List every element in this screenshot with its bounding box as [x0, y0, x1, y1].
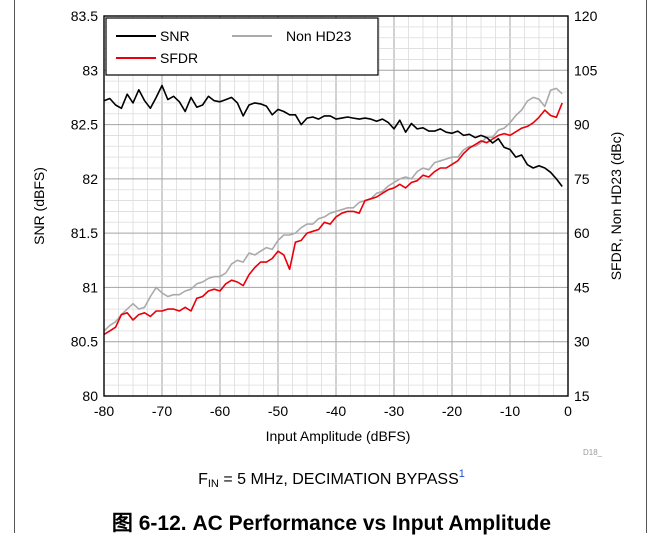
y-tick-label: 80 [82, 388, 98, 404]
tick-labels: -80 -70 -60 -50 -40 -30 -20 -10 0 83.5 83 82.5 82 81.… [71, 8, 598, 419]
y2-tick-label: 45 [574, 279, 590, 295]
plot-frame [103, 15, 569, 397]
chart: -80 -70 -60 -50 -40 -30 -20 -10 0 83.5 83 82.5 82 81.… [31, 8, 624, 457]
y2-tick-label: 30 [574, 334, 590, 350]
y-axis-label: SNR (dBFS) [31, 167, 47, 245]
footnote-link[interactable]: 1 [458, 468, 465, 480]
y-tick-label: 83.5 [71, 8, 98, 24]
legend-label-non-hd23: Non HD23 [286, 28, 352, 44]
chart-tag: D18_ [583, 448, 603, 457]
series-line-snr [103, 84, 563, 187]
y-tick-label: 81 [82, 279, 98, 295]
y2-axis-label: SFDR, Non HD23 (dBc) [608, 132, 624, 281]
figure-frame [14, 0, 647, 533]
y-tick-label: 81.5 [71, 225, 98, 241]
y2-tick-label: 15 [574, 388, 590, 404]
x-tick-label: -20 [442, 403, 462, 419]
x-tick-label: -30 [384, 403, 404, 419]
y2-tick-label: 105 [574, 62, 598, 78]
y2-tick-label: 60 [574, 225, 590, 241]
series-line-sfdr [103, 102, 563, 336]
x-tick-label: -80 [94, 403, 114, 419]
y-tick-label: 83 [82, 62, 98, 78]
test-condition: FIN = 5 MHz, DECIMATION BYPASS1 [0, 468, 663, 490]
y-tick-label: 82 [82, 171, 98, 187]
y2-tick-label: 90 [574, 117, 590, 133]
series-lines [103, 84, 563, 336]
legend-box [105, 17, 379, 76]
condition-main: F [198, 471, 208, 488]
x-tick-label: -60 [210, 403, 230, 419]
legend: SNR Non HD23 SFDR [105, 17, 379, 76]
y-tick-label: 80.5 [71, 334, 98, 350]
y-tick-label: 82.5 [71, 117, 98, 133]
x-axis-label: Input Amplitude (dBFS) [266, 428, 411, 444]
y2-tick-label: 120 [574, 8, 598, 24]
condition-rest: = 5 MHz, DECIMATION BYPASS [218, 471, 459, 488]
x-tick-label: -50 [268, 403, 288, 419]
legend-label-sfdr: SFDR [160, 50, 198, 66]
condition-subscript: IN [207, 478, 219, 490]
series-line-non-hd23 [103, 87, 563, 332]
x-tick-label: -70 [152, 403, 172, 419]
x-tick-label: -40 [326, 403, 346, 419]
x-tick-label: -10 [500, 403, 520, 419]
y2-tick-label: 75 [574, 171, 590, 187]
figure-title: 图 6-12. AC Performance vs Input Amplitud… [111, 512, 552, 535]
x-tick-label: 0 [564, 403, 572, 419]
legend-label-snr: SNR [160, 28, 190, 44]
